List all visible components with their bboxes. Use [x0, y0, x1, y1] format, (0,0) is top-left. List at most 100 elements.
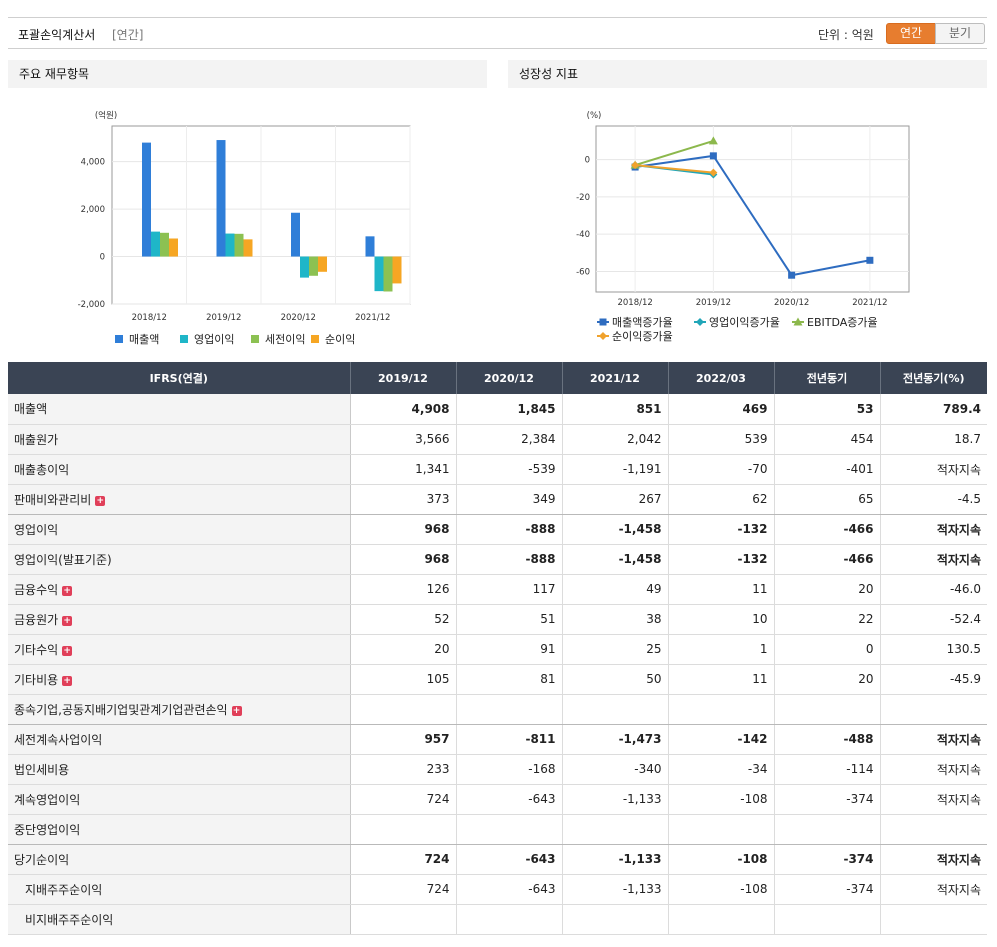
value-cell: 적자지속: [880, 724, 987, 755]
statement-title: 포괄손익계산서: [18, 28, 96, 42]
x-tick-label: 2021/12: [852, 298, 887, 308]
legend-swatch: [311, 335, 319, 343]
bar: [243, 239, 253, 257]
legend-label: 매출액증가율: [612, 316, 673, 329]
expand-plus-icon[interactable]: +: [231, 705, 242, 716]
value-cell: -46.0: [880, 574, 987, 605]
legend-label: EBITDA증가율: [807, 316, 878, 329]
value-cell: 454: [774, 424, 881, 455]
value-cell: [880, 904, 987, 935]
table-row: 당기순이익 724 -643 -1,133 -108 -374 적자지속: [8, 844, 987, 875]
value-cell: 373: [350, 484, 457, 515]
row-label-cell: 매출액: [8, 394, 351, 425]
table-row: 세전계속사업이익 957 -811 -1,473 -142 -488 적자지속: [8, 724, 987, 755]
row-label: 매출총이익: [14, 462, 70, 477]
value-cell: [880, 694, 987, 725]
row-label: 계속영업이익: [14, 792, 81, 807]
value-cell: 18.7: [880, 424, 987, 455]
row-label-cell: 지배주주순이익: [8, 874, 351, 905]
value-cell: 1: [668, 634, 775, 665]
point-marker: [866, 256, 874, 264]
row-label-cell[interactable]: 금융원가 +: [8, 604, 351, 635]
y-tick-label: 0: [585, 156, 590, 166]
row-label-cell[interactable]: 판매비와관리비 +: [8, 484, 351, 515]
value-cell: -108: [668, 874, 775, 905]
x-tick-label: 2019/12: [206, 313, 241, 323]
column-header: 2020/12: [456, 362, 563, 394]
value-cell: 81: [456, 664, 563, 695]
value-cell: 11: [668, 664, 775, 695]
y-tick-label: -20: [576, 193, 590, 203]
legend-label: 영업이익증가율: [709, 316, 780, 329]
x-tick-label: 2018/12: [132, 313, 167, 323]
table-row: 비지배주주순이익: [8, 904, 987, 935]
expand-plus-icon[interactable]: +: [62, 675, 73, 686]
table-row: 계속영업이익 724 -643 -1,133 -108 -374 적자지속: [8, 784, 987, 815]
x-tick-label: 2021/12: [355, 313, 390, 323]
y-tick-label: 4,000: [81, 158, 105, 168]
value-cell: 적자지속: [880, 844, 987, 875]
value-cell: -374: [774, 844, 881, 875]
row-label-cell[interactable]: 종속기업,공동지배기업및관계기업관련손익 +: [8, 694, 351, 725]
row-label: 판매비와관리비: [14, 492, 92, 507]
value-cell: [562, 814, 669, 845]
value-cell: [456, 694, 563, 725]
value-cell: 130.5: [880, 634, 987, 665]
tab-quarter[interactable]: 분기: [935, 23, 985, 44]
row-label: 법인세비용: [14, 762, 70, 777]
value-cell: -811: [456, 724, 563, 755]
value-cell: 3,566: [350, 424, 457, 455]
legend-swatch: [251, 335, 259, 343]
bar: [392, 256, 402, 284]
row-label-cell[interactable]: 기타수익 +: [8, 634, 351, 665]
expand-plus-icon[interactable]: +: [62, 585, 73, 596]
value-cell: -340: [562, 754, 669, 785]
value-cell: -1,473: [562, 724, 669, 755]
value-cell: -34: [668, 754, 775, 785]
row-label-cell[interactable]: 기타비용 +: [8, 664, 351, 695]
value-cell: 53: [774, 394, 881, 425]
row-label: 매출액: [14, 402, 48, 417]
value-cell: 적자지속: [880, 784, 987, 815]
row-label: 지배주주순이익: [25, 882, 103, 897]
statement-header: 포괄손익계산서 [연간] 단위 : 억원 연간 분기: [8, 17, 987, 49]
column-header: 2022/03: [668, 362, 775, 394]
bar: [225, 233, 235, 257]
value-cell: 20: [350, 634, 457, 665]
value-cell: 539: [668, 424, 775, 455]
value-cell: 724: [350, 844, 457, 875]
value-cell: 적자지속: [880, 514, 987, 545]
main-items-bar-chart: 4,000 2,000 0 -2,000 2018/12 2019/12 2020/12 20…: [78, 110, 411, 346]
column-header: 전년동기: [774, 362, 881, 394]
value-cell: -132: [668, 514, 775, 545]
value-cell: 적자지속: [880, 454, 987, 485]
value-cell: -108: [668, 784, 775, 815]
value-cell: -168: [456, 754, 563, 785]
value-cell: 1,845: [456, 394, 563, 425]
value-cell: -1,458: [562, 544, 669, 575]
expand-plus-icon[interactable]: +: [62, 615, 73, 626]
row-label-cell[interactable]: 금융수익 +: [8, 574, 351, 605]
value-cell: -888: [456, 514, 563, 545]
row-label: 기타수익: [14, 642, 59, 657]
legend-label: 순이익: [325, 333, 355, 346]
legend-swatch: [115, 335, 123, 343]
row-label-cell: 당기순이익: [8, 844, 351, 875]
value-cell: -643: [456, 844, 563, 875]
value-cell: [668, 814, 775, 845]
series-line: [635, 164, 714, 174]
value-cell: -466: [774, 544, 881, 575]
legend-label: 영업이익: [194, 333, 234, 346]
point-marker: [709, 168, 718, 177]
tab-annual[interactable]: 연간: [886, 23, 936, 44]
table-row: 기타비용 +105 81 50 11 20 -45.9: [8, 664, 987, 695]
value-cell: -1,133: [562, 844, 669, 875]
table-row: 금융원가 +52 51 38 10 22 -52.4: [8, 604, 987, 635]
value-cell: -1,133: [562, 874, 669, 905]
y-tick-label: 0: [100, 253, 105, 263]
table-row: 지배주주순이익 724 -643 -1,133 -108 -374 적자지속: [8, 874, 987, 905]
row-label-cell: 계속영업이익: [8, 784, 351, 815]
expand-plus-icon[interactable]: +: [95, 495, 106, 506]
point-marker: [793, 317, 803, 326]
expand-plus-icon[interactable]: +: [62, 645, 73, 656]
